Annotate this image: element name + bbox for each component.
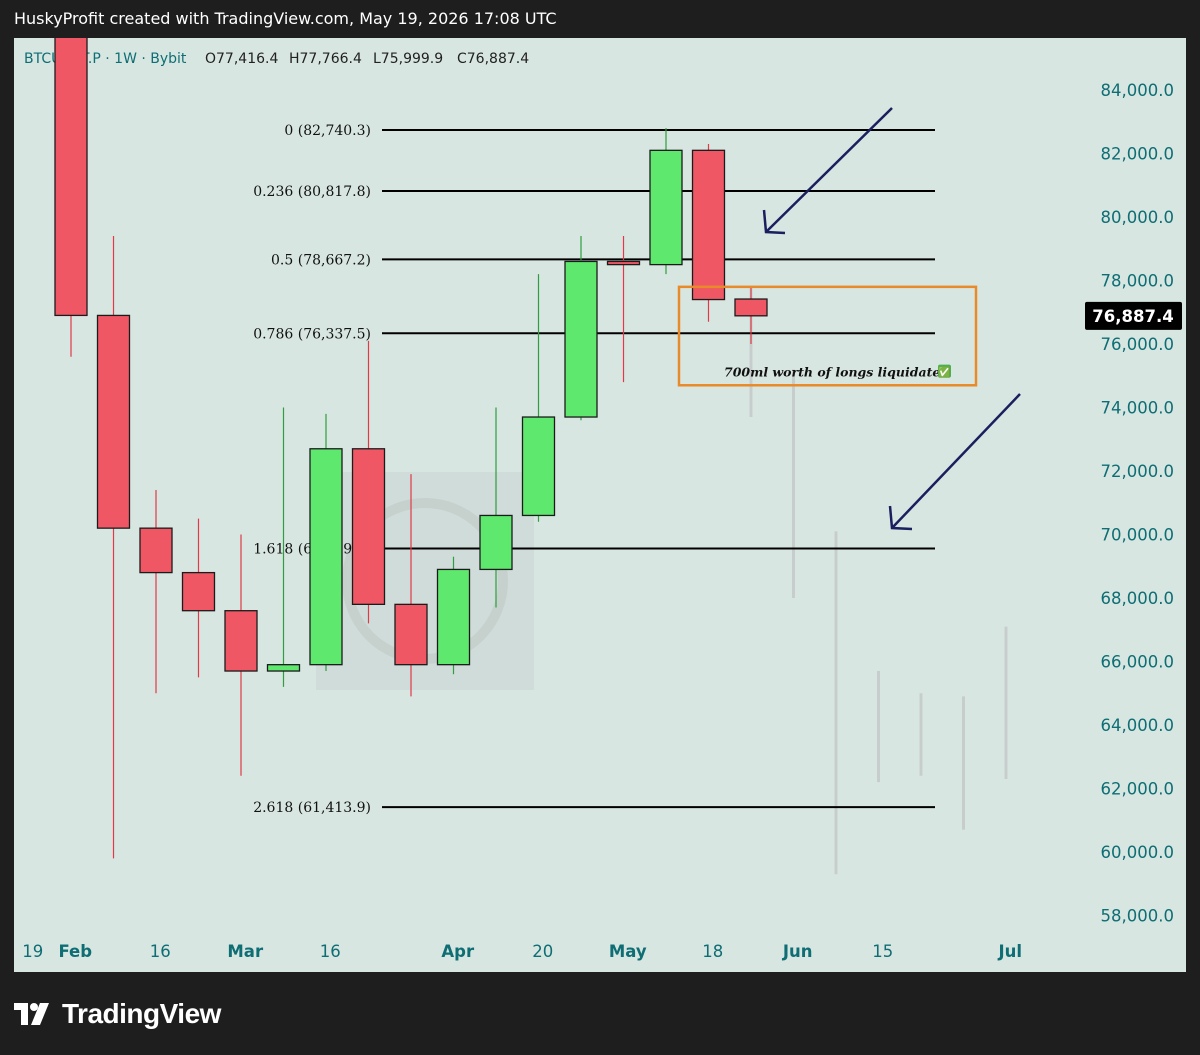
y-tick-8: 68,000.0 — [1101, 589, 1174, 608]
arrow-upper-line — [765, 107, 893, 233]
candle-body-0 — [54, 38, 88, 317]
arrow-lower-line — [891, 393, 1021, 529]
y-tick-10: 64,000.0 — [1101, 716, 1174, 735]
y-tick-7: 70,000.0 — [1101, 526, 1174, 545]
last-price-label: 76,887.4 — [1092, 307, 1173, 326]
fib-label-0: 0 (82,740.3) — [284, 123, 371, 139]
candle-body-6 — [309, 448, 343, 666]
candle-body-16 — [734, 298, 768, 317]
x-tick-7: May — [609, 942, 647, 961]
legend-low: L75,999.9 — [373, 51, 443, 67]
y-tick-0: 84,000.0 — [1101, 81, 1174, 100]
candle-body-10 — [479, 514, 513, 571]
candle-body-12 — [564, 260, 598, 418]
candle-body-11 — [521, 416, 556, 517]
y-tick-5: 74,000.0 — [1101, 399, 1174, 418]
check-glyph: ✅ — [938, 366, 950, 379]
check-mark-icon: ✅ — [938, 364, 951, 379]
chart-attribution: HuskyProfit created with TradingView.com… — [14, 9, 557, 28]
candle-body-9 — [436, 568, 471, 666]
x-tick-9: Jun — [782, 942, 813, 961]
y-tick-6: 72,000.0 — [1101, 462, 1174, 481]
x-tick-11: Jul — [997, 942, 1022, 961]
y-tick-12: 60,000.0 — [1101, 843, 1174, 862]
last-price-bg — [1085, 301, 1182, 330]
legend-high: H77,766.4 — [289, 51, 362, 67]
y-tick-11: 62,000.0 — [1101, 780, 1174, 799]
liquidation-annotation[interactable]: 700ml worth of longs liquidated ✅ — [677, 285, 978, 387]
candle-body-8 — [394, 603, 428, 666]
candle-body-15 — [691, 149, 726, 301]
x-tick-2: 16 — [150, 942, 171, 961]
candle-body-13 — [606, 260, 641, 266]
candles — [54, 38, 768, 859]
brand-name: TradingView — [62, 998, 221, 1029]
brand-footer[interactable]: TradingView — [14, 994, 221, 1034]
x-tick-0: 19 — [22, 942, 43, 961]
x-tick-8: 18 — [702, 942, 723, 961]
candle-body-7 — [351, 448, 386, 605]
y-tick-2: 80,000.0 — [1101, 208, 1174, 227]
x-tick-1: Feb — [58, 942, 92, 961]
x-tick-6: 20 — [532, 942, 553, 961]
fib-label-5: 2.618 (61,413.9) — [253, 800, 371, 816]
arrow-lower-head — [888, 505, 913, 531]
y-tick-4: 76,000.0 — [1101, 335, 1174, 354]
chart-frame[interactable]: BTCUSDT.P · 1W · Bybit O77,416.4 H77,766… — [14, 38, 1186, 972]
y-tick-1: 82,000.0 — [1101, 145, 1174, 164]
x-tick-4: 16 — [320, 942, 341, 961]
y-tick-9: 66,000.0 — [1101, 653, 1174, 672]
x-tick-5: Apr — [441, 942, 475, 961]
tradingview-logo-icon — [14, 1003, 49, 1025]
fib-label-1: 0.236 (80,817.8) — [253, 184, 371, 200]
y-tick-13: 58,000.0 — [1101, 907, 1174, 926]
y-tick-3: 78,000.0 — [1101, 272, 1174, 291]
candle-body-14 — [649, 149, 683, 266]
candle-body-3 — [181, 571, 216, 612]
arrows — [762, 107, 1021, 531]
annotation-text: 700ml worth of longs liquidated — [724, 365, 949, 380]
fib-label-3: 0.786 (76,337.5) — [253, 326, 371, 342]
candle-body-4 — [224, 610, 258, 672]
legend-close: C76,887.4 — [457, 51, 529, 67]
x-tick-3: Mar — [227, 942, 264, 961]
check-box — [938, 364, 951, 378]
last-price-badge: 76,887.4 — [1085, 301, 1182, 330]
fib-label-2: 0.5 (78,667.2) — [271, 252, 371, 268]
legend-symbol: BTCUSDT.P · 1W · Bybit — [24, 51, 187, 67]
annotation-box — [677, 285, 978, 387]
x-tick-10: 15 — [872, 942, 893, 961]
candle-body-1 — [96, 314, 131, 529]
time-axis[interactable]: 19 Feb 16 Mar 16 Apr 20 May 18 Jun 15 Jul — [22, 942, 1022, 961]
legend-open: O77,416.4 — [205, 51, 278, 67]
arrow-upper-head — [762, 209, 786, 235]
candle-body-2 — [139, 527, 173, 574]
price-axis[interactable]: 84,000.0 82,000.0 80,000.0 78,000.0 76,000.0… — [1101, 81, 1174, 926]
candle-body-5 — [266, 664, 301, 672]
candlestick-chart[interactable]: BTCUSDT.P · 1W · Bybit O77,416.4 H77,766… — [14, 38, 1186, 972]
